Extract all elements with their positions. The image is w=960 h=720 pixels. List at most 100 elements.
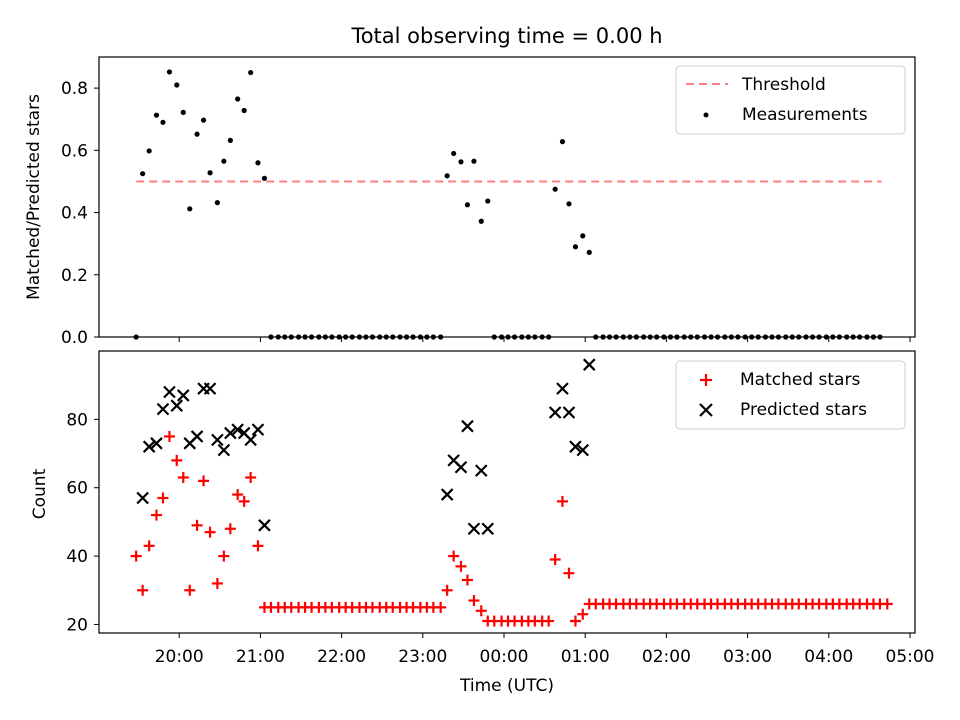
predicted-star-marker xyxy=(231,423,244,436)
x-tick-label: 22:00 xyxy=(317,647,366,667)
measurement-point xyxy=(444,173,450,179)
legend-matched-label: Matched stars xyxy=(740,370,860,390)
measurement-point xyxy=(485,198,491,204)
count-x-ticks: 20:00 21:00 22:00 23:00 00:00 01:00 02:00 03:00… xyxy=(155,633,935,667)
measurement-point xyxy=(559,139,566,145)
y-tick-label: 80 xyxy=(66,410,88,430)
matched-star-marker xyxy=(211,577,223,589)
predicted-star-marker xyxy=(150,437,163,450)
x-tick-label: 00:00 xyxy=(480,647,529,667)
measurement-point xyxy=(166,69,173,75)
measurement-point xyxy=(241,107,247,114)
measurement-point xyxy=(140,171,146,177)
predicted-star-marker xyxy=(548,406,562,419)
predicted-star-marker xyxy=(556,382,569,395)
ratio-x-ticks xyxy=(178,337,911,342)
measurement-point xyxy=(187,206,193,212)
x-tick-label: 03:00 xyxy=(723,647,772,667)
measurement-point xyxy=(207,170,213,176)
count-panel-frame xyxy=(98,350,916,634)
predicted-star-marker xyxy=(582,358,596,371)
count-y-axis-label: Count xyxy=(30,468,50,519)
y-tick-label: 40 xyxy=(66,547,88,567)
y-tick-label: 0.4 xyxy=(61,204,88,224)
count-panel: 20 40 60 80 20:00 21:00 22:00 23:00 00:00 01:00 0… xyxy=(30,350,935,667)
legend-measurements-label: Measurements xyxy=(742,105,868,125)
matched-star-marker xyxy=(143,540,155,552)
predicted-star-marker xyxy=(224,426,237,440)
predicted-star-marker xyxy=(203,382,217,395)
measurement-point xyxy=(194,131,200,137)
matched-star-marker xyxy=(245,471,257,483)
matched-star-marker xyxy=(204,526,216,538)
legend-matched-swatch xyxy=(700,374,712,386)
matched-star-marker xyxy=(569,615,581,627)
matched-star-marker xyxy=(435,601,447,613)
measurement-point xyxy=(451,150,457,157)
measurement-point xyxy=(200,117,207,123)
measurement-point xyxy=(552,186,558,192)
measurement-point xyxy=(586,249,592,255)
matched-star-marker xyxy=(549,554,561,566)
matched-star-marker xyxy=(475,605,487,617)
matched-star-marker xyxy=(232,489,244,501)
matched-star-marker xyxy=(191,519,203,531)
measurement-point xyxy=(478,218,484,224)
matched-star-marker xyxy=(238,495,250,507)
matched-star-marker xyxy=(556,495,568,507)
measurement-point xyxy=(227,137,233,143)
matched-star-marker xyxy=(163,430,175,442)
matched-star-marker xyxy=(137,584,149,596)
predicted-star-marker xyxy=(467,522,481,536)
measurement-point xyxy=(235,96,241,102)
legend-predicted-label: Predicted stars xyxy=(740,400,867,420)
predicted-star-marker xyxy=(251,423,265,436)
ratio-y-axis-label: Matched/Predicted stars xyxy=(24,94,44,300)
y-tick-label: 0.0 xyxy=(61,328,88,348)
matched-star-marker xyxy=(252,540,264,552)
predicted-star-marker xyxy=(569,440,582,453)
matched-star-marker xyxy=(543,615,555,627)
measurement-point xyxy=(174,82,180,88)
measurement-point xyxy=(572,244,579,250)
matched-star-marker xyxy=(224,523,236,535)
matched-star-marker xyxy=(177,471,189,483)
x-tick-label: 04:00 xyxy=(804,647,853,667)
measurement-point xyxy=(248,69,254,76)
ratio-panel: 0.00.20.40.60.8 Matched/Predicted stars … xyxy=(24,56,916,348)
x-tick-label: 02:00 xyxy=(642,647,691,667)
predicted-star-marker xyxy=(176,389,190,402)
predicted-star-marker xyxy=(170,399,184,412)
ratio-panel-frame xyxy=(98,56,916,338)
y-tick-label: 20 xyxy=(66,615,88,635)
predicted-star-marker xyxy=(576,443,590,457)
matched-star-marker xyxy=(130,550,142,562)
predicted-star-marker xyxy=(217,443,231,457)
predicted-star-marker xyxy=(142,440,156,453)
matched-star-marker xyxy=(577,608,589,620)
matched-star-marker xyxy=(441,584,453,596)
matched-star-marker xyxy=(455,560,467,572)
legend-measurements-swatch xyxy=(703,112,709,118)
measurement-point xyxy=(471,158,477,164)
y-tick-label: 0.8 xyxy=(61,79,88,99)
predicted-star-marker xyxy=(474,464,488,477)
legend-threshold-label: Threshold xyxy=(741,75,826,95)
x-tick-label: 05:00 xyxy=(886,647,935,667)
ratio-y-ticks: 0.0 0.2 0.4 0.6 0.8 xyxy=(61,79,99,348)
predicted-star-marker xyxy=(440,488,454,501)
matched-star-marker xyxy=(563,567,575,579)
predicted-star-marker xyxy=(156,402,170,416)
measurement-point xyxy=(464,202,471,208)
matched-star-marker xyxy=(448,550,460,562)
matched-star-marker xyxy=(218,550,230,562)
measurement-point xyxy=(180,109,186,115)
measurement-point xyxy=(214,200,220,206)
measurement-point xyxy=(255,160,261,166)
count-y-ticks: 20 40 60 80 xyxy=(66,410,99,635)
count-legend-box xyxy=(675,360,906,430)
predicted-star-marker xyxy=(244,433,257,447)
count-legend: Matched stars Predicted stars xyxy=(675,360,906,430)
ratio-legend: Threshold Measurements xyxy=(675,65,906,135)
